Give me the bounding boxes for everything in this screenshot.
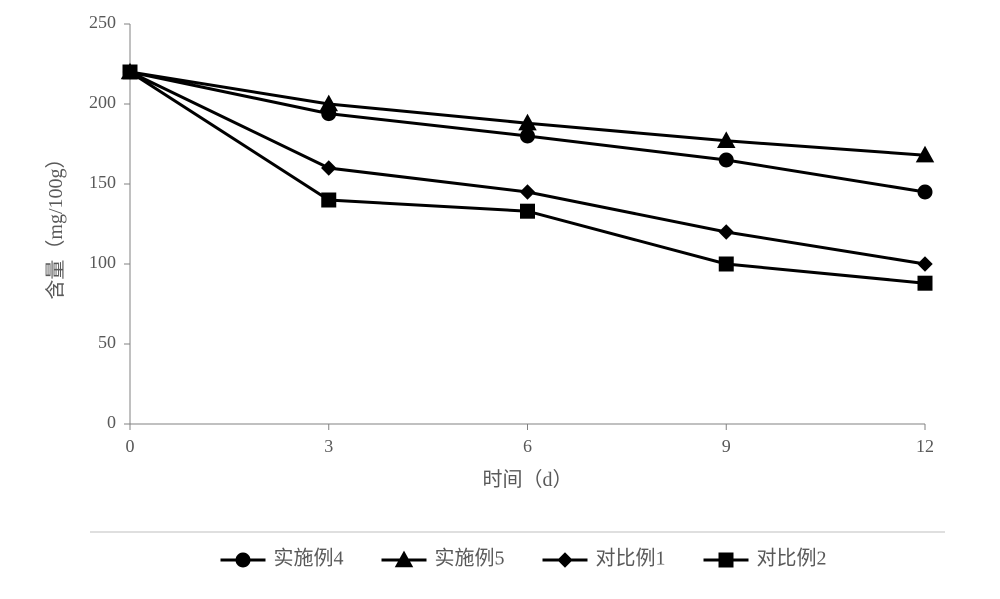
y-tick-label: 250: [89, 12, 116, 32]
marker-circle: [236, 553, 250, 567]
marker-circle: [918, 185, 932, 199]
y-tick-label: 200: [89, 92, 116, 112]
marker-square: [719, 553, 733, 567]
legend-label: 实施例5: [435, 547, 505, 570]
chart-container: 0 50 100 150 200 250 0 3 6 9 12 时间（d） 含量（mg/100g） 实施例…: [0, 0, 1000, 599]
x-tick-label: 6: [523, 436, 532, 456]
x-tick-label: 9: [722, 436, 731, 456]
marker-square: [123, 65, 137, 79]
legend-label: 对比例1: [596, 547, 666, 570]
marker-square: [322, 193, 336, 207]
y-tick-label: 0: [107, 412, 116, 432]
y-tick-label: 150: [89, 172, 116, 192]
marker-square: [918, 276, 932, 290]
marker-square: [719, 257, 733, 271]
marker-circle: [521, 129, 535, 143]
line-chart: 0 50 100 150 200 250 0 3 6 9 12 时间（d） 含量（mg/100g） 实施例…: [0, 0, 1000, 599]
x-tick-label: 0: [126, 436, 135, 456]
y-tick-label: 50: [98, 332, 116, 352]
legend-label: 对比例2: [757, 547, 827, 570]
x-tick-label: 12: [916, 436, 934, 456]
y-tick-label: 100: [89, 252, 116, 272]
marker-circle: [719, 153, 733, 167]
legend-label: 实施例4: [274, 547, 344, 570]
x-tick-label: 3: [324, 436, 333, 456]
marker-square: [521, 204, 535, 218]
y-axis-title: 含量（mg/100g）: [44, 148, 67, 299]
x-axis-title: 时间（d）: [483, 468, 573, 491]
chart-bg: [0, 0, 1000, 599]
